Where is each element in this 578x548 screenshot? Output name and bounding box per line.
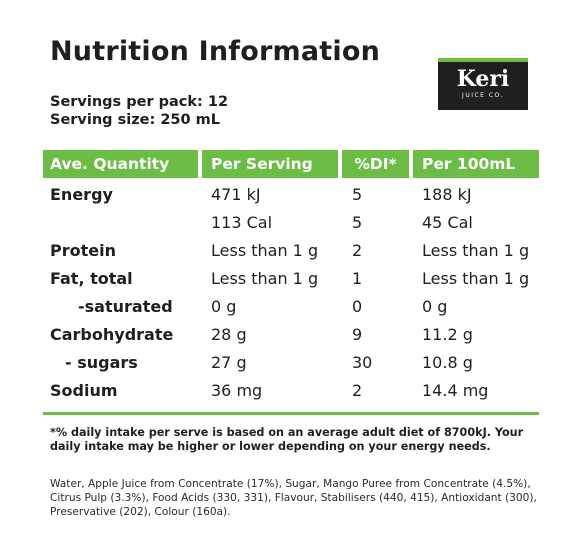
page-title: Nutrition Information <box>50 36 380 67</box>
servings-info: Servings per pack: 12 Serving size: 250 … <box>50 93 228 129</box>
row-label: Carbohydrate <box>50 325 174 344</box>
logo-subtitle: JUICE CO. <box>462 92 504 99</box>
row-per-100ml: 188 kJ <box>422 185 472 204</box>
row-per-100ml: 0 g <box>422 297 448 316</box>
row-label: -saturated <box>78 297 173 316</box>
logo-word: Keri <box>456 66 510 92</box>
row-per-serving: 27 g <box>211 353 247 372</box>
row-label: Protein <box>50 241 116 260</box>
row-per-serving: 113 Cal <box>211 213 273 232</box>
daily-intake-footnote: *% daily intake per serve is based on an… <box>50 426 524 453</box>
row-di: 9 <box>352 325 363 344</box>
row-di: 2 <box>352 241 363 260</box>
nutrition-row-sodium: Sodium 36 mg 2 14.4 mg <box>0 378 578 404</box>
servings-per-pack: Servings per pack: 12 <box>50 94 229 110</box>
nutrition-row-protein: Protein Less than 1 g 2 Less than 1 g <box>0 238 578 264</box>
row-di: 1 <box>352 269 363 288</box>
row-label: - sugars <box>65 353 138 372</box>
row-per-100ml: Less than 1 g <box>422 269 530 288</box>
row-per-serving: 28 g <box>211 325 247 344</box>
row-per-100ml: 45 Cal <box>422 213 473 232</box>
header-di: %DI* <box>342 150 409 178</box>
row-label: Energy <box>50 185 113 204</box>
nutrition-row-saturated: -saturated 0 g 0 0 g <box>0 294 578 320</box>
row-per-100ml: 11.2 g <box>422 325 473 344</box>
row-per-100ml: 14.4 mg <box>422 381 489 400</box>
table-divider <box>43 412 539 415</box>
nutrition-row-energy-cal: 113 Cal 5 45 Cal <box>0 210 578 236</box>
row-per-serving: 36 mg <box>211 381 263 400</box>
nutrition-row-carbohydrate: Carbohydrate 28 g 9 11.2 g <box>0 322 578 348</box>
row-label: Sodium <box>50 381 118 400</box>
row-per-serving: 0 g <box>211 297 237 316</box>
row-label: Fat, total <box>50 269 133 288</box>
row-di: 0 <box>352 297 363 316</box>
row-di: 30 <box>352 353 373 372</box>
row-di: 5 <box>352 185 363 204</box>
row-per-100ml: 10.8 g <box>422 353 473 372</box>
header-per-100ml: Per 100mL <box>413 150 539 178</box>
serving-size: Serving size: 250 mL <box>50 112 220 128</box>
keri-logo: Keri JUICE CO. <box>438 58 528 110</box>
row-di: 5 <box>352 213 363 232</box>
row-per-serving: 471 kJ <box>211 185 261 204</box>
header-ave-quantity: Ave. Quantity <box>43 150 198 178</box>
nutrition-row-energy-kj: Energy 471 kJ 5 188 kJ <box>0 182 578 208</box>
nutrition-row-sugars: - sugars 27 g 30 10.8 g <box>0 350 578 376</box>
row-di: 2 <box>352 381 363 400</box>
nutrition-row-fat-total: Fat, total Less than 1 g 1 Less than 1 g <box>0 266 578 292</box>
header-per-serving: Per Serving <box>202 150 338 178</box>
ingredients-list: Water, Apple Juice from Concentrate (17%… <box>50 478 537 519</box>
row-per-100ml: Less than 1 g <box>422 241 530 260</box>
row-per-serving: Less than 1 g <box>211 241 319 260</box>
row-per-serving: Less than 1 g <box>211 269 319 288</box>
